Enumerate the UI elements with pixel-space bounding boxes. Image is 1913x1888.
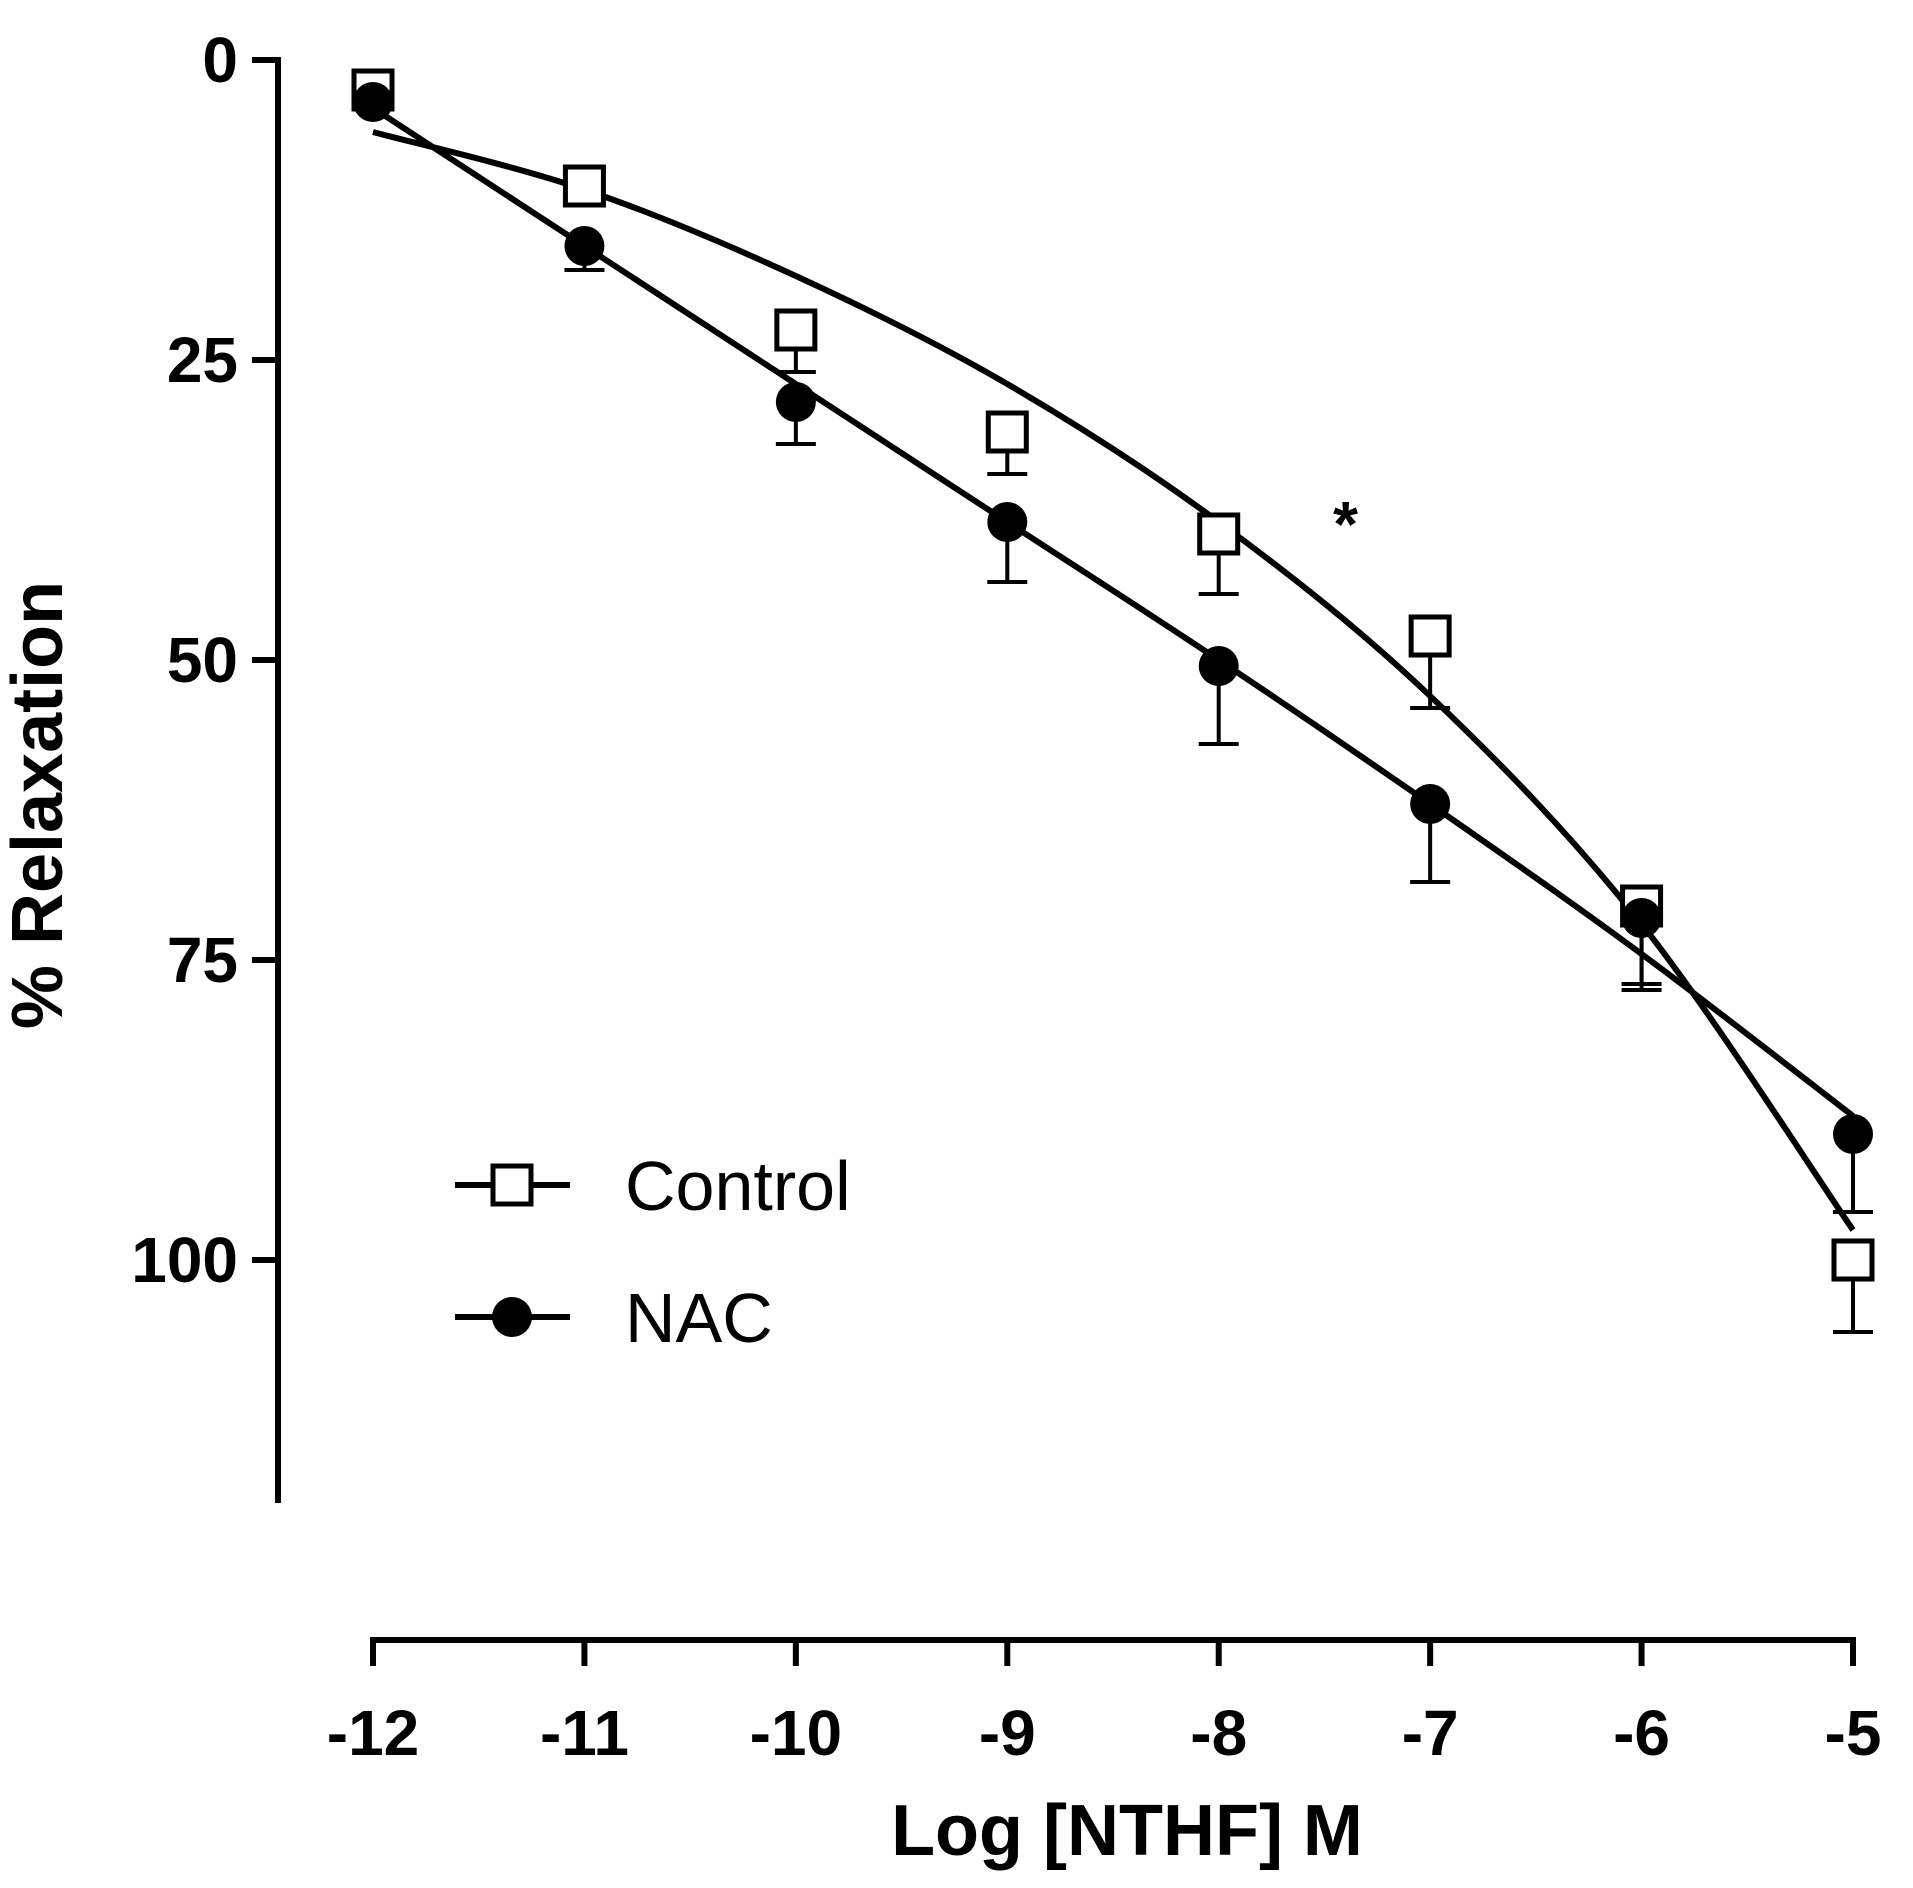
significance-asterisk: * (1333, 488, 1358, 560)
x-tick-label: -11 (540, 1697, 629, 1769)
x-tick-label: -8 (1190, 1697, 1247, 1769)
point-nac (353, 82, 393, 122)
legend: Control NAC (455, 1147, 851, 1357)
point-nac (1621, 898, 1662, 938)
legend-marker-control (490, 1163, 534, 1207)
legend-item-control: Control (455, 1147, 851, 1225)
legend-label-nac: NAC (625, 1279, 773, 1357)
x-tick-label: -9 (979, 1697, 1036, 1769)
x-tick-label: -7 (1402, 1697, 1459, 1769)
x-axis: -12 -11 -10 -9 -8 -7 -6 -5 (327, 1637, 1882, 1769)
fit-curves (371, 105, 1856, 1232)
fit-curve-control (372, 129, 1856, 1232)
y-axis: 0 25 50 75 100 (131, 24, 281, 1503)
y-tick-label: 50 (167, 624, 238, 696)
point-nac (564, 226, 605, 266)
point-control (1197, 512, 1241, 556)
point-control (774, 308, 818, 352)
y-axis-title: % Relaxation (0, 581, 78, 1029)
point-control (985, 410, 1029, 454)
legend-label-control: Control (625, 1147, 851, 1225)
point-control (1831, 1238, 1875, 1282)
point-nac (775, 382, 816, 422)
legend-marker-nac (492, 1297, 532, 1337)
point-nac (1833, 1114, 1873, 1154)
error-bars (353, 90, 1873, 1334)
legend-item-nac: NAC (455, 1279, 773, 1357)
y-tick-label: 75 (167, 924, 238, 996)
point-nac (1198, 646, 1239, 686)
x-tick-label: -6 (1613, 1697, 1670, 1769)
point-nac (987, 502, 1028, 542)
point-nac (1410, 784, 1451, 824)
y-tick-label: 100 (131, 1224, 238, 1296)
point-control (1408, 614, 1452, 658)
point-control (562, 164, 606, 208)
data-markers (351, 68, 1875, 1282)
y-tick-label: 0 (202, 24, 238, 96)
fit-curve-nac (371, 105, 1855, 1119)
x-tick-label: -5 (1825, 1697, 1882, 1769)
y-tick-label: 25 (167, 324, 238, 396)
annotations: * (1333, 488, 1358, 560)
x-axis-title: Log [NTHF] M (891, 1791, 1363, 1871)
x-tick-label: -12 (327, 1697, 420, 1769)
x-tick-label: -10 (750, 1697, 843, 1769)
